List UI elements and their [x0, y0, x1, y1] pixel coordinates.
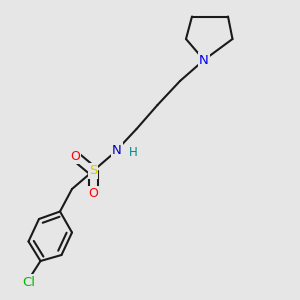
Text: O: O: [70, 149, 80, 163]
Text: N: N: [112, 143, 122, 157]
Text: S: S: [89, 164, 97, 178]
Text: O: O: [88, 187, 98, 200]
Text: H: H: [129, 146, 138, 160]
Text: Cl: Cl: [22, 275, 35, 289]
Text: N: N: [199, 53, 209, 67]
